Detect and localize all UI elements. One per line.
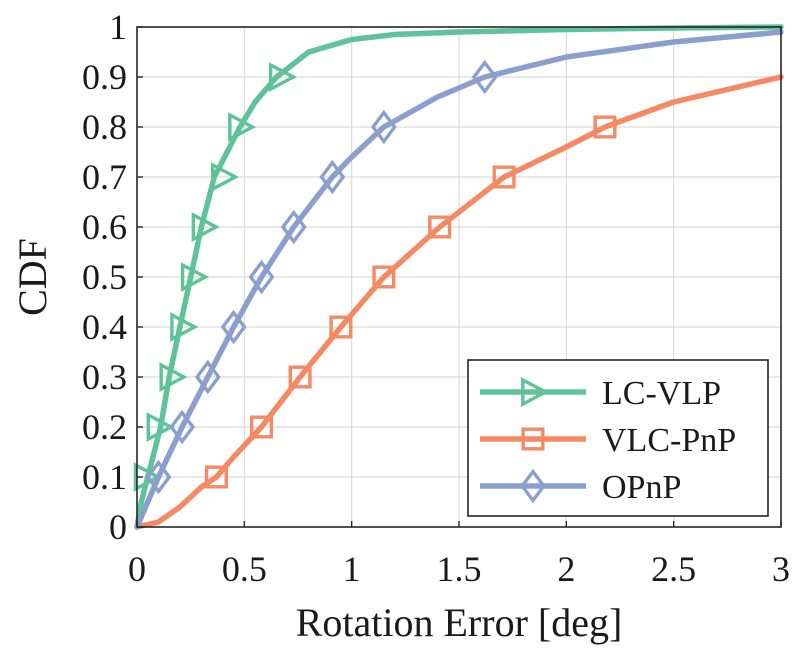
x-tick-label: 0.5 bbox=[222, 549, 267, 589]
x-tick-label: 3 bbox=[772, 549, 790, 589]
diamond-marker bbox=[370, 109, 397, 145]
diamond-marker bbox=[319, 159, 346, 195]
y-tick-label: 0.4 bbox=[82, 307, 127, 347]
square-marker bbox=[428, 215, 452, 239]
square-marker bbox=[372, 265, 396, 289]
square-marker bbox=[593, 115, 617, 139]
legend-label: VLC-PnP bbox=[602, 422, 736, 459]
y-axis-label: CDF bbox=[10, 238, 55, 316]
diamond-marker bbox=[145, 459, 172, 495]
x-tick-label: 1.5 bbox=[437, 549, 482, 589]
square-marker bbox=[204, 465, 228, 489]
triangle-right-marker bbox=[146, 412, 175, 442]
legend-entry: VLC-PnP bbox=[480, 422, 736, 459]
x-axis-ticks: 0 0.5 1 1.5 2 2.5 3 bbox=[128, 521, 790, 589]
y-tick-label: 0.7 bbox=[82, 157, 127, 197]
square-marker bbox=[249, 415, 274, 439]
triangle-right-marker bbox=[159, 362, 188, 392]
y-tick-label: 1 bbox=[109, 7, 127, 47]
series-line bbox=[134, 24, 784, 530]
x-axis-label: Rotation Error [deg] bbox=[296, 600, 623, 645]
diamond-marker bbox=[248, 259, 275, 295]
y-tick-label: 0.6 bbox=[82, 207, 127, 247]
grid bbox=[137, 27, 781, 527]
y-tick-label: 0.2 bbox=[82, 407, 127, 447]
y-tick-label: 0.8 bbox=[82, 107, 127, 147]
triangle-right-marker bbox=[180, 262, 210, 292]
square-marker bbox=[288, 365, 312, 389]
series-line bbox=[134, 74, 784, 530]
series-line bbox=[134, 29, 784, 530]
series-layer bbox=[133, 24, 784, 530]
y-tick-label: 0.9 bbox=[82, 57, 127, 97]
diamond-marker bbox=[280, 209, 307, 245]
legend-square-marker bbox=[521, 427, 545, 451]
legend-triangle-right-marker bbox=[521, 377, 550, 407]
y-axis-ticks: 0 0.1 0.2 0.3 0.4 0.5 0.6 0.7 0.8 0.9 1 bbox=[82, 7, 143, 547]
legend-label: LC-VLP bbox=[602, 375, 721, 412]
diamond-marker bbox=[169, 409, 196, 445]
triangle-right-marker bbox=[191, 212, 220, 242]
x-tick-label: 2 bbox=[557, 549, 575, 589]
series-vlc-pnp bbox=[134, 74, 784, 530]
triangle-right-marker bbox=[133, 462, 162, 492]
square-marker bbox=[492, 165, 516, 189]
series-opnp bbox=[134, 29, 784, 530]
y-tick-label: 0 bbox=[109, 507, 127, 547]
triangle-right-marker bbox=[228, 112, 257, 142]
triangle-right-marker bbox=[170, 312, 199, 342]
legend-diamond-marker bbox=[520, 468, 546, 504]
y-tick-label: 0.1 bbox=[82, 457, 127, 497]
square-marker bbox=[329, 315, 353, 339]
diamond-marker bbox=[220, 309, 247, 345]
legend-entry: OPnP bbox=[480, 468, 681, 506]
triangle-right-marker bbox=[268, 62, 298, 92]
x-tick-label: 0 bbox=[128, 549, 146, 589]
legend: LC-VLP VLC-PnP OPnP bbox=[467, 359, 769, 517]
legend-label: OPnP bbox=[602, 469, 681, 506]
series-lc-vlp bbox=[133, 24, 784, 530]
y-tick-label: 0.3 bbox=[82, 357, 127, 397]
legend-entry: LC-VLP bbox=[480, 375, 721, 412]
diamond-marker bbox=[471, 59, 498, 95]
triangle-right-marker bbox=[210, 162, 240, 192]
x-tick-label: 2.5 bbox=[651, 549, 696, 589]
x-tick-label: 1 bbox=[343, 549, 361, 589]
diamond-marker bbox=[194, 359, 221, 395]
y-tick-label: 0.5 bbox=[82, 257, 127, 297]
